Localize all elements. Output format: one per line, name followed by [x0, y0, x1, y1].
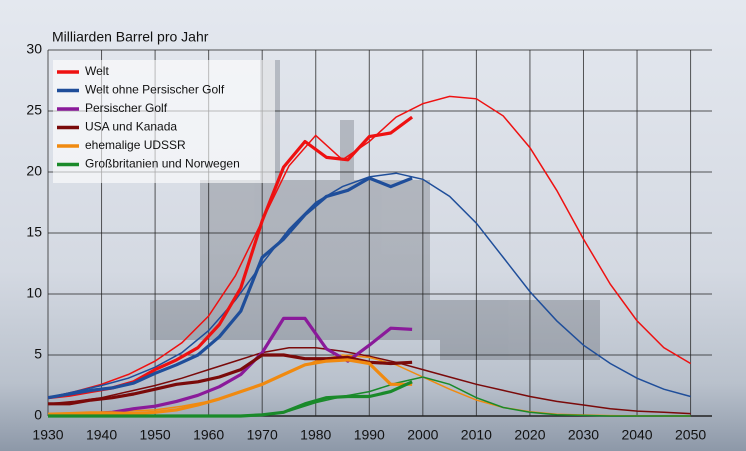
legend-label: Großbritanien und Norwegen — [85, 157, 240, 171]
history-line — [48, 380, 413, 418]
legend-label: USA und Kanada — [85, 120, 177, 134]
legend-label: Welt ohne Persischer Golf — [85, 83, 225, 97]
x-tick-label: 1930 — [32, 427, 63, 443]
history-line — [47, 358, 413, 416]
x-tick-label: 2010 — [461, 427, 492, 443]
x-tick-label: 2020 — [514, 427, 545, 443]
y-tick-label: 20 — [26, 163, 42, 179]
y-axis-label: Milliarden Barrel pro Jahr — [52, 29, 209, 45]
x-tick-label: 1970 — [247, 427, 278, 443]
y-tick-label: 25 — [26, 102, 42, 118]
x-tick-label: 2000 — [407, 427, 438, 443]
history-line — [47, 176, 413, 400]
history-line — [48, 353, 413, 406]
y-tick-label: 10 — [26, 285, 42, 301]
x-tick-label: 1990 — [354, 427, 385, 443]
x-tick-label: 1980 — [300, 427, 331, 443]
y-tick-label: 15 — [26, 224, 42, 240]
legend-label: ehemalige UDSSR — [85, 138, 186, 152]
y-tick-label: 5 — [34, 346, 42, 362]
model-line — [47, 346, 691, 415]
x-tick-label: 2040 — [621, 427, 652, 443]
legend-label: Persischer Golf — [85, 101, 168, 115]
x-tick-label: 1950 — [140, 427, 171, 443]
x-tick-label: 1940 — [86, 427, 117, 443]
legend-box — [53, 60, 275, 183]
legend: Welt Welt ohne Persischer Golf Persischer … — [53, 60, 275, 183]
y-tick-label: 30 — [26, 41, 42, 57]
x-tick-label: 1960 — [193, 427, 224, 443]
x-tick-label: 2050 — [675, 427, 706, 443]
x-tick-label: 2030 — [568, 427, 599, 443]
legend-label: Welt — [85, 64, 109, 78]
plot-area: 0 5 10 15 20 25 30 1930 1940 1950 1960 1970 1980 1990… — [26, 41, 712, 443]
model-line — [47, 95, 691, 399]
y-tick-label: 0 — [34, 407, 42, 423]
